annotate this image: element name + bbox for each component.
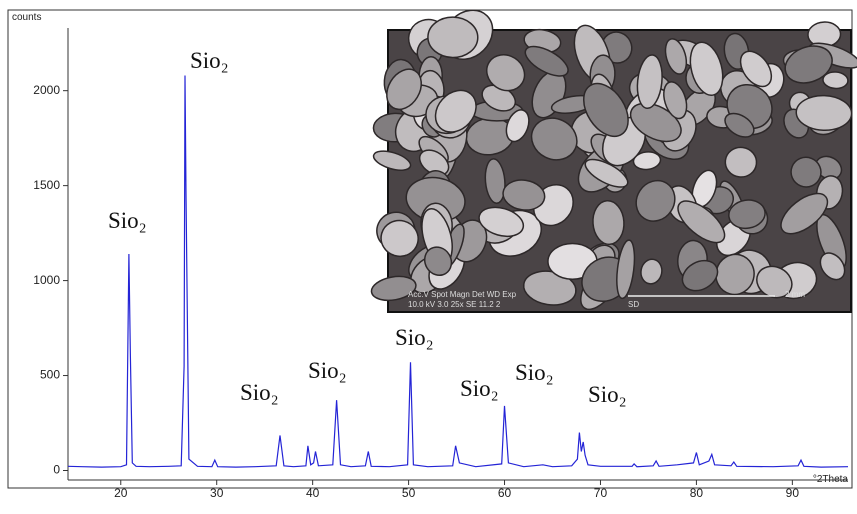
- grain: [784, 45, 833, 84]
- x-tick-label: 60: [498, 486, 512, 500]
- x-tick-label: 40: [306, 486, 320, 500]
- y-tick-label: 0: [53, 463, 60, 477]
- x-tick-label: 70: [594, 486, 608, 500]
- x-tick-label: 90: [786, 486, 800, 500]
- grain: [502, 179, 546, 211]
- grain: [418, 149, 450, 176]
- grain: [372, 150, 412, 171]
- grain: [423, 246, 453, 276]
- peak-annotation: Sio₂: [240, 380, 279, 405]
- grain: [739, 50, 773, 88]
- grain: [728, 199, 766, 230]
- peak-annotation: Sio₂: [308, 358, 347, 383]
- x-tick-label: 80: [690, 486, 704, 500]
- spectrum-line: [67, 75, 849, 468]
- peak-annotation: Sio₂: [460, 376, 499, 401]
- grain: [664, 38, 688, 75]
- grain: [677, 200, 726, 244]
- grain: [530, 117, 578, 161]
- peak-annotation: Sio₂: [395, 325, 434, 350]
- sem-label: 2 mm: [785, 290, 805, 299]
- grain: [386, 68, 423, 111]
- grain: [524, 45, 569, 77]
- peak-annotation: Sio₂: [190, 48, 229, 73]
- grain: [582, 82, 629, 138]
- grain: [370, 275, 417, 302]
- y-axis-label: counts: [12, 12, 41, 23]
- grain: [478, 206, 525, 238]
- sem-inset: Acc.V Spot Magn Det WD Exp 10.0 kV 3.0 2…: [370, 9, 857, 313]
- peak-annotation: Sio₂: [108, 208, 147, 233]
- grain: [681, 259, 719, 292]
- grain: [724, 112, 755, 138]
- y-tick-label: 2000: [33, 83, 60, 97]
- grain: [822, 71, 849, 90]
- grain: [632, 151, 662, 171]
- grain: [434, 89, 477, 133]
- grain: [780, 192, 829, 235]
- grain: [795, 94, 853, 132]
- grain: [486, 54, 526, 92]
- x-tick-label: 50: [402, 486, 416, 500]
- sem-label: Acc.V Spot Magn Det WD Exp: [408, 290, 517, 299]
- grain: [584, 158, 629, 188]
- grain: [663, 81, 688, 120]
- grain: [819, 252, 846, 281]
- grain: [616, 239, 636, 300]
- y-tick-label: 1500: [33, 178, 60, 192]
- grain: [427, 16, 479, 59]
- grain: [636, 54, 663, 110]
- y-tick-label: 500: [40, 368, 60, 382]
- grain: [790, 156, 822, 188]
- x-tick-label: 30: [210, 486, 224, 500]
- grain: [592, 199, 625, 246]
- peak-annotation: Sio₂: [515, 360, 554, 385]
- grain: [689, 41, 724, 96]
- sem-label: 10.0 kV 3.0 25x SE 11.2 2: [408, 300, 501, 309]
- grain: [640, 258, 663, 285]
- grain: [629, 102, 682, 143]
- peak-annotation: Sio₂: [588, 382, 627, 407]
- grain: [635, 179, 676, 222]
- sem-label: SD: [628, 300, 639, 309]
- x-tick-label: 20: [114, 486, 128, 500]
- grain: [380, 219, 419, 258]
- y-tick-label: 1000: [33, 273, 60, 287]
- grain: [505, 109, 530, 143]
- grain: [484, 158, 506, 204]
- grain: [724, 146, 758, 178]
